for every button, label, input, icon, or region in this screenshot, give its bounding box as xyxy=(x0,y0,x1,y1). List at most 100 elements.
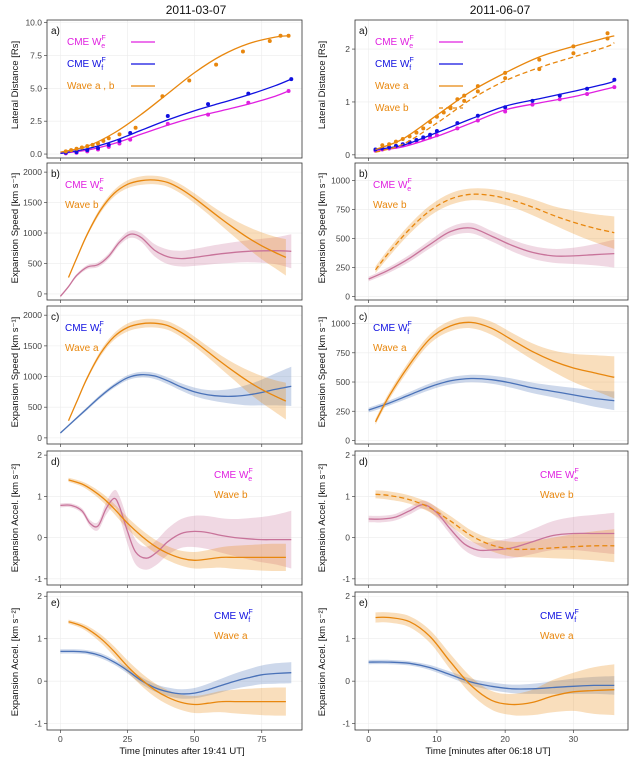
legend-cme-f-sub: f xyxy=(409,65,411,72)
panel-frame xyxy=(46,19,303,159)
line-CME W_e^F xyxy=(368,503,615,552)
y-tick-label: 1 xyxy=(345,634,350,644)
point-Wave a , b xyxy=(90,142,95,147)
legend-cme-e-sub: e xyxy=(409,43,413,50)
legend-cme-f-label: CME W xyxy=(540,611,575,622)
point-Wave a xyxy=(428,120,433,125)
legend-cme-e-text: CME WF e xyxy=(214,468,253,483)
legend-cme-f-label: CME W xyxy=(375,59,410,70)
line-CME W_f^F xyxy=(368,661,615,690)
line-CME W_f^F xyxy=(368,377,615,411)
panel-frame xyxy=(46,591,303,731)
y-tick-label: 2 xyxy=(345,44,350,54)
band-Wave b xyxy=(375,490,615,563)
y-tick-label: 1500 xyxy=(23,341,42,351)
band-Wave a xyxy=(68,318,286,422)
legend-cme-e-text: CME WF e xyxy=(65,178,104,193)
x-tick-label: 20 xyxy=(500,734,510,744)
point-CME W_f^F xyxy=(421,135,426,140)
point-Wave b xyxy=(571,51,576,56)
x-tick-label: 10 xyxy=(432,734,442,744)
band-CME W_f^F xyxy=(368,374,615,413)
point-Wave a xyxy=(393,139,398,144)
line-Wave a xyxy=(374,321,615,423)
y-tick-label: 1000 xyxy=(23,228,42,238)
legend-cme-e-sup: F xyxy=(407,178,411,185)
y-tick-label: 750 xyxy=(336,204,350,214)
point-CME W_f^F xyxy=(455,121,460,126)
point-CME W_e^F xyxy=(434,133,439,138)
y-tick-label: 2.5 xyxy=(30,116,42,126)
point-CME W_f^F xyxy=(206,102,211,107)
line-CME W_e^F xyxy=(60,90,289,155)
legend-cme-e-sub: e xyxy=(407,186,411,193)
x-tick-label: 75 xyxy=(257,734,267,744)
legend-cme-e-label: CME W xyxy=(373,180,408,191)
legend-cme-e-label: CME W xyxy=(67,37,102,48)
y-tick-label: 5.0 xyxy=(30,83,42,93)
x-tick-label: 25 xyxy=(123,734,133,744)
point-Wave a , b xyxy=(160,94,165,99)
legend-cme-f-text: CME WF f xyxy=(214,609,253,624)
legend-cme-f-sup: F xyxy=(409,57,413,64)
y-tick-label: 1000 xyxy=(23,372,42,382)
point-Wave a , b xyxy=(133,125,138,130)
ylabel-distance: Lateral Distance [Rs] xyxy=(10,41,21,129)
left-x-axis-label: Time [minutes after 19:41 UT] xyxy=(119,746,244,757)
y-tick-label: 2 xyxy=(37,450,42,460)
point-CME W_f^F xyxy=(503,105,508,110)
point-Wave b xyxy=(537,67,542,72)
y-tick-label: 0 xyxy=(37,676,42,686)
legend-cme-f-sup: F xyxy=(99,321,103,328)
band-Wave a xyxy=(375,316,615,425)
point-CME W_f^F xyxy=(96,146,100,151)
x-tick-label: 0 xyxy=(58,734,63,744)
point-Wave a xyxy=(434,114,439,119)
legend-cme-f-sup: F xyxy=(248,609,252,616)
line-CME W_f^F xyxy=(59,373,292,434)
line-Wave a xyxy=(67,322,287,421)
legend-cme-e-sup: F xyxy=(409,35,413,42)
legend-wave-b-text: Wave b xyxy=(540,490,574,501)
line-CME W_f^F xyxy=(375,80,615,151)
point-Wave b xyxy=(475,89,480,94)
point-Wave a , b xyxy=(106,136,111,141)
y-tick-label: 2 xyxy=(37,591,42,601)
line-CME W_e^F xyxy=(375,86,615,152)
point-CME W_e^F xyxy=(530,102,535,107)
legend-cme-e-label: CME W xyxy=(375,37,410,48)
point-CME W_e^F xyxy=(455,126,460,131)
point-Wave a , b xyxy=(96,141,100,146)
line-Wave a xyxy=(68,621,286,706)
point-Wave a xyxy=(462,93,467,98)
y-tick-label: 2 xyxy=(345,450,350,460)
band-Wave b xyxy=(68,175,286,279)
point-CME W_e^F xyxy=(165,121,170,126)
ylabel-accel-d-right: Expansion Accel. [km s⁻²] xyxy=(317,464,328,573)
panel-frame xyxy=(354,591,629,731)
line-Wave b xyxy=(67,179,287,278)
y-tick-label: 500 xyxy=(28,258,42,268)
legend-cme-f-sub: f xyxy=(101,65,103,72)
y-tick-label: -1 xyxy=(34,574,42,584)
panel-frame xyxy=(354,162,629,301)
point-CME W_f^F xyxy=(117,138,122,143)
y-tick-label: 1 xyxy=(345,97,350,107)
point-Wave b xyxy=(448,106,453,111)
legend-cme-f-label: CME W xyxy=(67,59,102,70)
panel-label: a) xyxy=(51,26,60,37)
legend-wave-ab-text: Wave a , b xyxy=(67,81,115,92)
point-Wave a , b xyxy=(63,149,68,154)
point-CME W_e^F xyxy=(557,97,562,102)
point-CME W_f^F xyxy=(74,150,79,155)
legend-cme-f-sub: f xyxy=(407,329,409,336)
point-CME W_f^F xyxy=(128,131,133,136)
point-Wave a , b xyxy=(85,144,90,149)
legend-cme-f-text: CME WF f xyxy=(67,57,106,72)
point-Wave a , b xyxy=(74,146,79,151)
